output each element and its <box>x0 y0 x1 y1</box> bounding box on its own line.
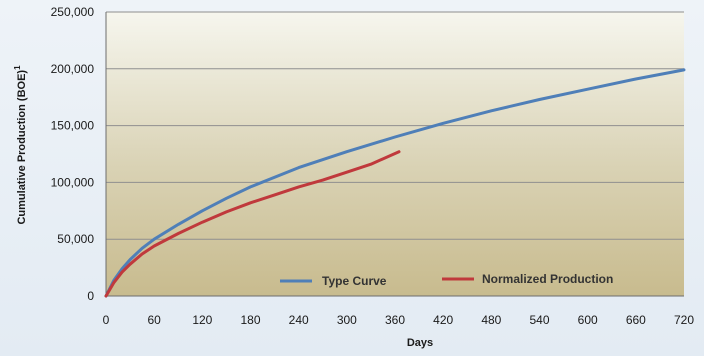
x-tick-label: 0 <box>103 313 110 327</box>
x-tick-label: 420 <box>433 313 453 327</box>
y-tick-label: 150,000 <box>51 119 95 133</box>
x-tick-label: 480 <box>481 313 501 327</box>
y-tick-label: 250,000 <box>51 5 95 19</box>
x-tick-label: 540 <box>529 313 549 327</box>
x-tick-label: 180 <box>240 313 260 327</box>
legend-label-type-curve: Type Curve <box>322 274 387 288</box>
y-axis-title-text: Cumulative Production (BOE) <box>16 70 28 225</box>
x-axis: 0 60 120 180 240 300 360 420 480 540 600 660 720 <box>103 313 695 327</box>
grid <box>105 11 684 297</box>
x-tick-label: 660 <box>626 313 646 327</box>
y-axis: 0 50,000 100,000 150,000 200,000 250,000 <box>51 5 95 303</box>
x-tick-label: 600 <box>578 313 598 327</box>
y-axis-title: Cumulative Production (BOE)1 <box>13 65 28 225</box>
y-tick-label: 50,000 <box>57 232 94 246</box>
x-tick-label: 120 <box>192 313 212 327</box>
y-tick-label: 0 <box>87 289 94 303</box>
series-line-type-curve <box>104 68 686 298</box>
x-tick-label: 300 <box>337 313 357 327</box>
y-tick-label: 100,000 <box>51 175 95 189</box>
x-tick-label: 360 <box>385 313 405 327</box>
series-group <box>104 68 686 298</box>
y-axis-title-superscript: 1 <box>13 65 22 70</box>
legend: Type Curve Normalized Production <box>280 272 613 288</box>
x-axis-title: Days <box>407 337 433 349</box>
series-line-normalized-production <box>104 150 401 298</box>
x-tick-label: 720 <box>674 313 694 327</box>
y-tick-label: 200,000 <box>51 62 95 76</box>
legend-label-normalized-production: Normalized Production <box>482 272 613 286</box>
x-tick-label: 60 <box>147 313 161 327</box>
x-tick-label: 240 <box>289 313 309 327</box>
